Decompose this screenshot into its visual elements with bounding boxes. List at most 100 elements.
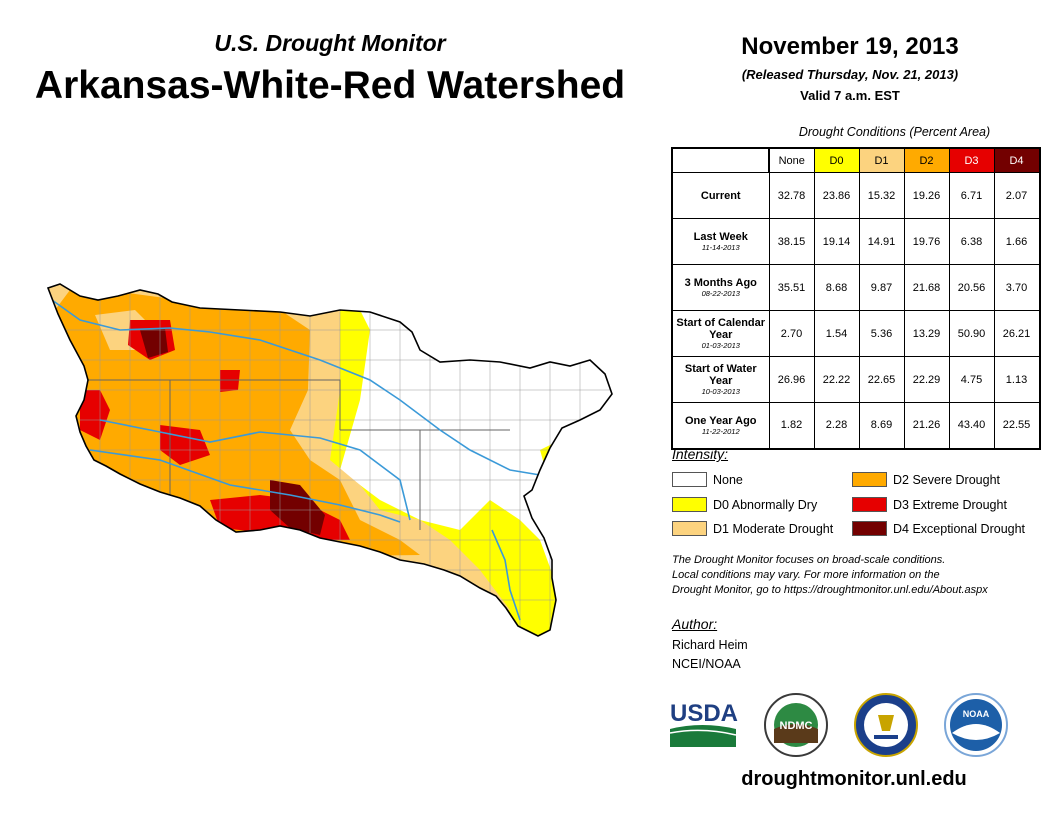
d4-patch-north <box>140 328 168 358</box>
disclaimer-note: The Drought Monitor focuses on broad-sca… <box>672 553 1052 598</box>
legend-label: D2 Severe Drought <box>893 472 1001 487</box>
cell-d4: 2.07 <box>993 172 1040 219</box>
legend-swatch <box>672 472 707 487</box>
cell-none: 26.96 <box>768 356 815 403</box>
legend-swatch <box>672 521 707 536</box>
cell-d3: 50.90 <box>948 310 995 357</box>
map-subtitle: U.S. Drought Monitor <box>214 30 446 56</box>
legend-swatch <box>852 497 887 512</box>
usda-logo: USDA <box>669 700 738 747</box>
table-caption: Drought Conditions (Percent Area) <box>798 125 991 139</box>
cell-none: 2.70 <box>768 310 815 357</box>
row-date: 11-14-2013 <box>701 243 740 252</box>
row-date: 10-03-2013 <box>701 387 740 396</box>
cell-d2: 22.29 <box>903 356 950 403</box>
cell-d1: 5.36 <box>858 310 905 357</box>
cell-d2: 13.29 <box>903 310 950 357</box>
cell-d1: 22.65 <box>858 356 905 403</box>
legend-item-d3: D3 Extreme Drought <box>852 497 1007 512</box>
col-d0: D0 <box>813 147 860 173</box>
col-d4: D4 <box>993 147 1040 173</box>
legend-label: D4 Exceptional Drought <box>893 521 1026 536</box>
note-line: Local conditions may vary. For more info… <box>672 569 940 581</box>
county-grid <box>48 284 612 636</box>
ndmc-logo: NDMC <box>764 693 828 757</box>
cell-d4: 3.70 <box>993 264 1040 311</box>
table-row: Current 32.78 23.86 15.32 19.26 6.71 2.0… <box>671 172 1040 219</box>
svg-text:NOAA: NOAA <box>963 709 990 719</box>
table-header-row: None D0 D1 D2 D3 D4 <box>672 147 1040 173</box>
cell-d0: 19.14 <box>813 218 860 265</box>
cell-d1: 15.32 <box>858 172 905 219</box>
noaa-logo: NOAA <box>944 693 1008 757</box>
note-line: The Drought Monitor focuses on broad-sca… <box>672 554 946 566</box>
row-label: 3 Months Ago 08-22-2013 <box>671 264 770 311</box>
cell-d1: 9.87 <box>858 264 905 311</box>
row-label: Current <box>671 172 770 219</box>
cell-d2: 19.26 <box>903 172 950 219</box>
col-d1: D1 <box>858 147 905 173</box>
legend-swatch <box>672 497 707 512</box>
cell-d0: 8.68 <box>813 264 860 311</box>
cell-d0: 22.22 <box>813 356 860 403</box>
legend-item-none: None <box>672 472 743 487</box>
cell-d4: 22.55 <box>993 402 1040 449</box>
cell-none: 38.15 <box>768 218 815 265</box>
cell-d3: 4.75 <box>948 356 995 403</box>
cell-d4: 1.66 <box>993 218 1040 265</box>
table-row: Start of Water Year 10-03-2013 26.96 22.2… <box>671 356 1040 403</box>
d3-patch-small <box>220 370 240 392</box>
col-d2: D2 <box>903 147 950 173</box>
cell-d0: 2.28 <box>813 402 860 449</box>
cell-d1: 14.91 <box>858 218 905 265</box>
table-row: Start of Calendar Year 01-03-2013 2.70 1.… <box>671 310 1040 357</box>
row-label: Start of Calendar Year 01-03-2013 <box>671 310 770 357</box>
cell-d1: 8.69 <box>858 402 905 449</box>
legend-item-d4: D4 Exceptional Drought <box>852 521 1025 536</box>
table-corner <box>672 148 770 173</box>
legend-item-d0: D0 Abnormally Dry <box>672 497 817 512</box>
cell-d2: 21.68 <box>903 264 950 311</box>
basin-outline <box>46 283 613 637</box>
legend-label: None <box>713 472 743 487</box>
table-row: One Year Ago 11-22-2012 1.82 2.28 8.69 21… <box>671 402 1040 449</box>
drought-conditions-table: None D0 D1 D2 D3 D4 Current 32.78 23.86 … <box>671 147 1041 450</box>
cell-d2: 19.76 <box>903 218 950 265</box>
row-label: Start of Water Year 10-03-2013 <box>671 356 770 403</box>
table-row: 3 Months Ago 08-22-2013 35.51 8.68 9.87 2… <box>671 264 1040 311</box>
row-date: 08-22-2013 <box>701 289 740 298</box>
cell-none: 1.82 <box>768 402 815 449</box>
cell-d4: 26.21 <box>993 310 1040 357</box>
watershed-map <box>46 283 613 637</box>
rivers <box>51 299 571 621</box>
site-url[interactable]: droughtmonitor.unl.edu <box>741 768 967 790</box>
legend-label: D0 Abnormally Dry <box>713 497 818 512</box>
map-date: November 19, 2013 <box>741 33 959 60</box>
state-lines <box>80 379 510 530</box>
row-label: Last Week 11-14-2013 <box>671 218 770 265</box>
cell-d3: 6.71 <box>948 172 995 219</box>
cell-d3: 43.40 <box>948 402 995 449</box>
cell-none: 35.51 <box>768 264 815 311</box>
svg-text:NDMC: NDMC <box>780 720 813 732</box>
legend-item-d2: D2 Severe Drought <box>852 472 1000 487</box>
cell-d4: 1.13 <box>993 356 1040 403</box>
row-label: One Year Ago 11-22-2012 <box>671 402 770 449</box>
author-name: Richard Heim <box>672 638 748 652</box>
legend-label: D1 Moderate Drought <box>713 521 834 536</box>
table-row: Last Week 11-14-2013 38.15 19.14 14.91 19… <box>671 218 1040 265</box>
map-title: Arkansas-White-Red Watershed <box>34 64 626 107</box>
col-d3: D3 <box>948 147 995 173</box>
note-line: Drought Monitor, go to https://droughtmo… <box>672 584 988 596</box>
valid-time: Valid 7 a.m. EST <box>800 88 900 103</box>
legend-title: Intensity: <box>672 446 729 462</box>
legend-label: D3 Extreme Drought <box>893 497 1007 512</box>
author-org: NCEI/NOAA <box>672 657 741 671</box>
legend-swatch <box>852 472 887 487</box>
svg-text:USDA: USDA <box>670 700 738 727</box>
legend-item-d1: D1 Moderate Drought <box>672 521 833 536</box>
cell-d0: 23.86 <box>813 172 860 219</box>
release-date: (Released Thursday, Nov. 21, 2013) <box>741 67 959 82</box>
cell-none: 32.78 <box>768 172 815 219</box>
agency-logos: USDA NDMC NOAA <box>669 693 1008 757</box>
